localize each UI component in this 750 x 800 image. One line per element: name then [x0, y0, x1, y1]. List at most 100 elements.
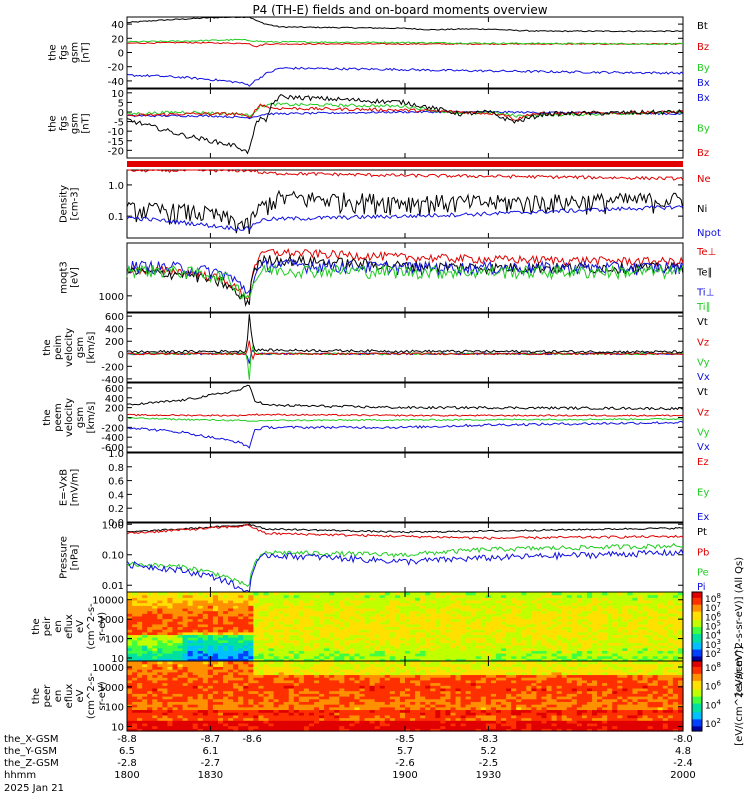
spectrogram-cell	[394, 626, 401, 630]
spectrogram-cell	[389, 679, 396, 684]
spectrogram-cell	[127, 653, 133, 657]
spectrogram-cell	[172, 663, 179, 667]
spectrogram-cell	[415, 599, 421, 604]
spectrogram-cell	[389, 647, 396, 651]
panel-frame	[126, 382, 684, 453]
spectrogram-cell	[319, 720, 325, 724]
spectrogram-cell	[157, 679, 163, 684]
spectrogram-cell	[435, 701, 441, 705]
spectrogram-cell	[556, 599, 563, 604]
spectrogram-cell	[581, 650, 588, 654]
spectrogram-cell	[561, 610, 568, 614]
spectrogram-cell	[546, 623, 553, 628]
y-axis-label: [km/s]	[86, 331, 97, 363]
spectrogram-cell	[495, 597, 502, 601]
spectrogram-cell	[228, 706, 234, 711]
spectrogram-cell	[187, 607, 194, 612]
spectrogram-cell	[450, 621, 457, 625]
spectrogram-cell	[344, 728, 350, 732]
spectrogram-cell	[359, 592, 366, 596]
spectrogram-cell	[622, 647, 628, 651]
spectrogram-cell	[268, 634, 275, 638]
spectrogram-cell	[268, 605, 275, 609]
spectrogram-cell	[369, 602, 376, 606]
spectrogram-cell	[607, 599, 613, 604]
spectrogram-cell	[657, 621, 664, 625]
spectrogram-cell	[475, 655, 482, 659]
colorbar-swatch	[692, 629, 702, 633]
spectrogram-cell	[617, 618, 623, 622]
spectrogram-cell	[586, 650, 593, 654]
spectrogram-cell	[253, 666, 260, 670]
spectrogram-cell	[470, 613, 477, 617]
spectrogram-cell	[617, 655, 623, 659]
spectrogram-cell	[324, 621, 330, 625]
spectrogram-cell	[212, 728, 219, 732]
spectrogram-cell	[394, 712, 401, 716]
spectrogram-cell	[511, 605, 517, 609]
spectrogram-cell	[137, 610, 143, 614]
spectrogram-cell	[521, 650, 527, 654]
legend-label: Te∥	[696, 267, 713, 278]
spectrogram-cell	[592, 605, 598, 609]
spectrogram-cell	[162, 722, 169, 727]
spectrogram-cell	[288, 690, 295, 694]
spectrogram-cell	[369, 679, 376, 684]
spectrogram-cell	[399, 621, 406, 625]
panel-frame	[126, 452, 684, 523]
spectrogram-cell	[460, 639, 467, 644]
spectrogram-cell	[212, 669, 219, 673]
spectrogram-cell	[364, 701, 371, 705]
spectrogram-cell	[399, 642, 406, 646]
spectrogram-cell	[349, 663, 356, 667]
spectrogram-cell	[152, 594, 158, 598]
spectrogram-cell	[531, 653, 538, 657]
spectrogram-cell	[248, 669, 254, 673]
spectrogram-cell	[369, 621, 376, 625]
spectrogram-cell	[526, 626, 532, 630]
spectrogram-cell	[485, 634, 492, 638]
spectrogram-cell	[137, 722, 143, 727]
spectrogram-cell	[465, 647, 472, 651]
spectrogram-cell	[490, 623, 497, 628]
spectrogram-cell	[445, 626, 452, 630]
spectrogram-cell	[480, 594, 487, 598]
spectrogram-cell	[243, 704, 249, 708]
spectrogram-cell	[480, 631, 487, 636]
spectrogram-cell	[182, 714, 189, 719]
spectrogram-cell	[455, 613, 462, 617]
spectrogram-cell	[293, 706, 300, 711]
spectrogram-cell	[389, 658, 396, 662]
spectrogram-cell	[223, 661, 229, 665]
spectrogram-cell	[450, 637, 457, 641]
spectrogram-cell	[223, 712, 229, 716]
spectrogram-cell	[435, 639, 441, 644]
spectrogram-cell	[495, 634, 502, 638]
spectrogram-cell	[369, 714, 376, 719]
spectrogram-cell	[536, 594, 543, 598]
spectrogram-cell	[238, 597, 244, 601]
spectrogram-cell	[359, 639, 366, 644]
spectrogram-cell	[182, 647, 189, 651]
spectrogram-cell	[334, 687, 340, 692]
spectrogram-cell	[420, 725, 426, 729]
spectrogram-cell	[622, 618, 628, 622]
colorbar-swatch	[692, 621, 702, 624]
y-tick-label: -15	[108, 137, 124, 148]
spectrogram-cell	[480, 607, 487, 612]
spectrogram-cell	[344, 634, 350, 638]
spectrogram-cell	[617, 629, 623, 633]
spectrogram-cell	[490, 639, 497, 644]
spectrogram-cell	[258, 714, 265, 719]
spectrogram-cell	[576, 626, 583, 630]
spectrogram-cell	[273, 655, 280, 659]
spectrogram-cell	[308, 613, 315, 617]
spectrogram-cell	[637, 602, 644, 606]
spectrogram-cell	[283, 728, 290, 732]
spectrogram-cell	[364, 674, 371, 678]
spectrogram-cell	[551, 637, 558, 641]
spectrogram-cell	[152, 615, 158, 620]
spectrogram-cell	[642, 653, 649, 657]
spectrogram-cell	[394, 690, 401, 694]
spectrogram-cell	[223, 629, 229, 633]
